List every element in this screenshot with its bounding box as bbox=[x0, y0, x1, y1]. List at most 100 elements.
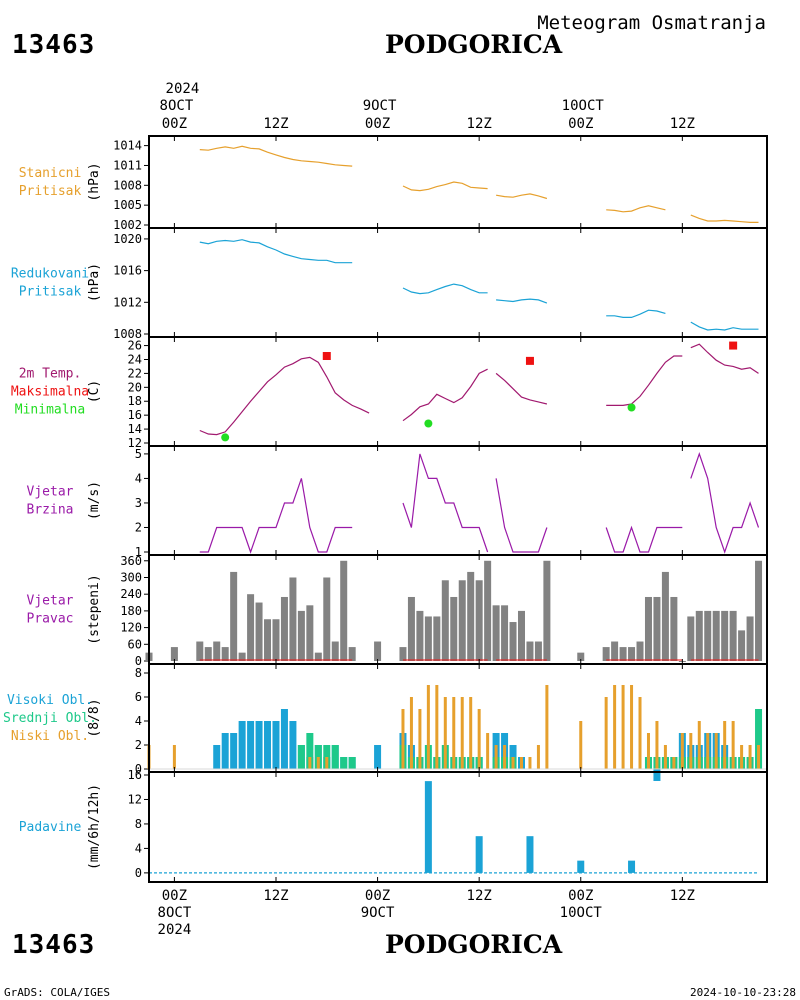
series-line-stp bbox=[690, 214, 759, 223]
series-line-rp bbox=[402, 283, 488, 295]
y-tick-label-t: 24 bbox=[128, 352, 142, 366]
bottom-time-label: 12Z bbox=[467, 888, 492, 904]
wind-direction-bar bbox=[331, 641, 339, 661]
wind-direction-bar bbox=[602, 647, 610, 661]
wind-direction-bar bbox=[323, 577, 331, 661]
wind-direction-bar bbox=[213, 641, 221, 661]
y-tick-label-wd: 180 bbox=[120, 604, 142, 618]
station-id-bottom: 13463 bbox=[12, 930, 96, 960]
wind-direction-bar bbox=[348, 647, 356, 661]
cloud-high-bar bbox=[653, 769, 661, 781]
wind-direction-bar bbox=[374, 641, 382, 661]
y-tick-label-stp: 1008 bbox=[113, 178, 142, 192]
wind-direction-bar bbox=[695, 610, 703, 661]
cloud-mid-bar bbox=[755, 709, 763, 769]
wind-direction-bar bbox=[297, 610, 305, 661]
wind-direction-bar bbox=[729, 610, 737, 661]
bottom-time-label: 00Z bbox=[162, 888, 187, 904]
y-tick-label-t: 20 bbox=[128, 380, 142, 394]
series-line-ws bbox=[495, 478, 548, 553]
wind-direction-bar bbox=[746, 616, 754, 661]
top-year-label: 2024 bbox=[166, 81, 200, 97]
cloud-mid-bar bbox=[297, 745, 305, 769]
panel-label-ws: Brzina bbox=[27, 503, 74, 518]
wind-direction-bar bbox=[450, 596, 458, 661]
wind-direction-bar bbox=[424, 616, 432, 661]
wind-direction-bar bbox=[636, 641, 644, 661]
cloud-low-bar bbox=[723, 721, 727, 769]
cloud-high-bar bbox=[230, 733, 238, 769]
cloud-low-bar bbox=[409, 697, 413, 769]
tmax-marker bbox=[322, 352, 331, 361]
cloud-low-bar bbox=[748, 745, 752, 769]
top-time-label: 12Z bbox=[670, 116, 695, 132]
wind-direction-bar bbox=[314, 652, 322, 661]
series-line-t bbox=[606, 355, 683, 406]
wind-direction-bar bbox=[712, 610, 720, 661]
y-unit-label-stp: (hPa) bbox=[87, 162, 102, 201]
panel-label-cl: Niski Obl. bbox=[11, 729, 89, 744]
y-tick-label-rp: 1016 bbox=[113, 264, 142, 278]
wind-direction-bar bbox=[644, 596, 652, 661]
y-tick-label-rp: 1020 bbox=[113, 232, 142, 246]
panel-label-t: Minimalna bbox=[15, 403, 85, 418]
y-tick-label-wd: 60 bbox=[128, 637, 142, 651]
cloud-low-bar bbox=[494, 745, 498, 769]
cloud-low-bar bbox=[689, 733, 693, 769]
y-tick-label-pr: 16 bbox=[128, 768, 142, 782]
y-tick-label-stp: 1002 bbox=[113, 218, 142, 232]
series-line-t bbox=[690, 343, 759, 374]
y-tick-label-t: 18 bbox=[128, 394, 142, 408]
wind-direction-bar bbox=[433, 616, 441, 661]
top-time-label: 10OCT bbox=[562, 98, 605, 114]
wind-direction-bar bbox=[264, 619, 272, 661]
cloud-low-bar bbox=[680, 733, 684, 769]
panel-label-t: Maksimalna bbox=[11, 385, 89, 400]
series-line-stp bbox=[199, 145, 353, 167]
wind-direction-bar bbox=[501, 605, 509, 661]
cloud-high-bar bbox=[238, 721, 246, 769]
panel-frame-pr bbox=[148, 771, 768, 883]
y-tick-label-t: 14 bbox=[128, 422, 142, 436]
cloud-low-bar bbox=[477, 709, 481, 769]
station-name-top: PODGORICA bbox=[385, 30, 563, 59]
y-tick-label-t: 26 bbox=[128, 339, 142, 353]
cloud-high-bar bbox=[289, 721, 297, 769]
cloud-low-bar bbox=[604, 697, 608, 769]
wind-direction-bar bbox=[170, 647, 178, 661]
cloud-high-bar bbox=[221, 733, 229, 769]
cloud-low-bar bbox=[308, 757, 312, 769]
series-line-stp bbox=[606, 205, 666, 213]
y-unit-label-rp: (hPa) bbox=[87, 263, 102, 302]
tmax-marker bbox=[729, 341, 738, 350]
cloud-low-bar bbox=[325, 757, 329, 769]
panel-label-rp: Redukovani bbox=[11, 267, 89, 282]
cloud-low-bar bbox=[316, 757, 320, 769]
wind-direction-bar bbox=[619, 647, 627, 661]
series-line-ws bbox=[690, 452, 760, 554]
cloud-low-bar bbox=[426, 685, 430, 769]
y-tick-label-cl: 4 bbox=[135, 714, 142, 728]
y-tick-label-ws: 5 bbox=[135, 447, 142, 461]
cloud-low-bar bbox=[697, 721, 701, 769]
y-unit-label-cl: (8/8) bbox=[87, 698, 102, 737]
wind-direction-bar bbox=[492, 605, 500, 661]
cloud-low-bar bbox=[443, 697, 447, 769]
top-time-label: 00Z bbox=[365, 116, 390, 132]
cloud-high-bar bbox=[374, 745, 382, 769]
panel-label-stp: Stanicni bbox=[19, 166, 82, 181]
cloud-low-bar bbox=[579, 721, 583, 769]
y-tick-label-ws: 3 bbox=[135, 496, 142, 510]
tmin-marker bbox=[424, 419, 433, 428]
bottom-time-label: 10OCT bbox=[560, 905, 603, 921]
series-line-t bbox=[495, 372, 548, 405]
panel-label-wd: Pravac bbox=[27, 612, 74, 627]
precip-bar bbox=[424, 781, 432, 873]
y-tick-label-ws: 2 bbox=[135, 520, 142, 534]
top-time-label: 00Z bbox=[162, 116, 187, 132]
wind-direction-bar bbox=[687, 616, 695, 661]
panel-label-cl: Visoki Obl. bbox=[7, 693, 93, 708]
tmin-marker bbox=[627, 403, 636, 412]
series-line-stp bbox=[402, 181, 488, 192]
cloud-low-bar bbox=[655, 721, 659, 769]
